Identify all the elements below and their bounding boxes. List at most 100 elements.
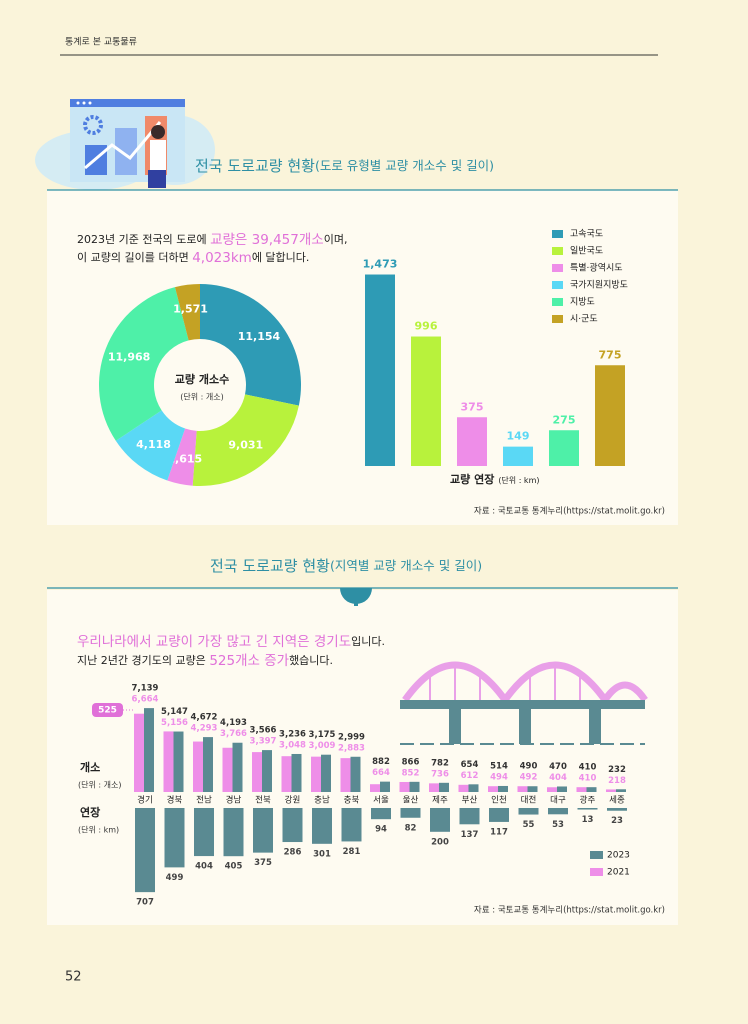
pie-slice — [115, 410, 186, 481]
bar-value-label: 137 — [461, 830, 479, 840]
bar-value-label: 2,999 — [338, 732, 365, 742]
x-tick-label: 강원 — [285, 795, 301, 806]
bar — [350, 756, 361, 792]
bar-value-label: 3,048 — [279, 740, 306, 750]
axis-title: 개소 — [80, 760, 100, 774]
pie-slice — [174, 284, 200, 341]
intro-line: 2023년 기준 전국의 도로에 교량은 39,457개소이며, — [77, 232, 347, 248]
bar — [163, 731, 174, 792]
bar-value-label: 654 — [461, 760, 479, 770]
bar — [518, 808, 539, 815]
pie-slice — [200, 284, 302, 406]
bar — [577, 808, 598, 810]
x-tick-label: 충남 — [314, 796, 330, 806]
title-sub: (지역별 교량 개소수 및 길이) — [330, 558, 482, 573]
legend-swatch — [552, 298, 563, 306]
bar-value-label: 286 — [284, 848, 302, 858]
bar-value-label: 404 — [549, 773, 567, 783]
bar-value-label: 996 — [415, 320, 438, 333]
bar-value-label: 232 — [608, 765, 626, 775]
bar — [232, 742, 243, 792]
bar-value-label: 149 — [507, 430, 530, 443]
x-tick-label: 광주 — [580, 795, 596, 806]
intro-line: 우리나라에서 교량이 가장 많고 긴 지역은 경기도입니다. — [77, 634, 385, 650]
annotation-box — [92, 703, 123, 717]
bar-value-label: 53 — [552, 820, 564, 830]
highlight-text: 4,023km — [192, 250, 252, 266]
bar — [262, 750, 272, 792]
bar — [173, 731, 184, 792]
title-sub: (도로 유형별 교량 개소수 및 길이) — [315, 158, 494, 173]
bar-value-label: 852 — [402, 768, 420, 778]
bar — [380, 781, 390, 792]
bar-value-label: 281 — [343, 847, 361, 857]
bar-value-label: 707 — [136, 898, 154, 908]
bar-value-label: 3,236 — [279, 729, 306, 739]
bar — [134, 713, 144, 792]
legend-label: 일반국도 — [570, 246, 603, 257]
bar-value-label: 4,672 — [191, 713, 218, 723]
bar-value-label: 301 — [313, 849, 331, 859]
slice-label: 11,968 — [108, 351, 150, 364]
legend-label: 시·군도 — [570, 314, 598, 325]
illustration — [35, 99, 215, 190]
x-tick-label: 경남 — [226, 795, 242, 806]
bar-value-label: 3,009 — [309, 741, 336, 751]
bar-value-label: 866 — [402, 757, 420, 767]
legend-label: 2021 — [607, 868, 630, 878]
legend-swatch — [590, 868, 603, 876]
bar — [282, 808, 303, 843]
bar — [144, 708, 154, 792]
title-main: 전국 도로교량 현황 — [210, 557, 330, 575]
intro-text: 에 달합니다. — [252, 251, 310, 264]
bar-value-label: 5,147 — [161, 707, 188, 717]
title-main: 전국 도로교량 현황 — [195, 157, 315, 175]
intro-text: 입니다. — [351, 635, 385, 648]
highlight-text: 교량은 39,457개소 — [210, 232, 324, 248]
bar-value-label: 3,766 — [220, 729, 247, 739]
source-note: 자료 : 국토교통 통계누리(https://stat.molit.go.kr) — [474, 506, 665, 517]
legend-swatch — [552, 264, 563, 272]
bar-value-label: 275 — [553, 413, 576, 426]
x-tick-label: 전남 — [196, 795, 212, 806]
pie-center-unit: (단위 : 개소) — [180, 392, 223, 402]
slice-label: 1,615 — [167, 452, 202, 465]
bar — [223, 808, 244, 857]
axis-title: 연장 — [80, 805, 100, 819]
x-tick-label: 부산 — [462, 795, 478, 806]
bar — [527, 786, 538, 792]
bar-value-label: 375 — [254, 858, 272, 868]
bar — [459, 808, 480, 825]
section-title: 전국 도로교량 현황(지역별 교량 개소수 및 길이) — [210, 557, 482, 575]
intro-text: 2023년 기준 전국의 도로에 — [77, 233, 210, 246]
intro-text: 이 교량의 길이를 더하면 — [77, 250, 192, 264]
bar-value-label: 3,566 — [250, 726, 277, 736]
bar — [439, 782, 449, 792]
bar-value-label: 782 — [431, 758, 449, 768]
bar — [311, 756, 321, 792]
bar — [595, 365, 625, 466]
pie-slice — [98, 287, 189, 441]
bar-value-label: 490 — [520, 762, 538, 772]
x-tick-label: 경기 — [137, 795, 153, 806]
bar — [365, 274, 395, 466]
bar — [411, 336, 441, 466]
bar-value-label: 375 — [461, 400, 484, 413]
bar-value-label: 23 — [611, 816, 623, 826]
highlight-text: 우리나라에서 교량이 가장 많고 긴 지역은 경기도 — [77, 634, 351, 650]
legend-swatch — [552, 230, 563, 238]
x-tick-label: 세종 — [609, 796, 625, 806]
bar-value-label: 470 — [549, 762, 567, 772]
x-tick-label: 대전 — [521, 795, 537, 806]
bar-chart-title: 교량 연장 (단위 : km) — [450, 472, 539, 486]
slice-label: 4,118 — [136, 438, 171, 451]
axis-unit: (단위 : 개소) — [78, 780, 121, 790]
bar — [468, 784, 479, 792]
bar — [489, 808, 509, 822]
bar — [457, 417, 487, 466]
bar-value-label: 494 — [490, 772, 508, 782]
bar-value-label: 218 — [608, 776, 626, 786]
x-tick-label: 경북 — [167, 795, 183, 806]
bar-value-label: 200 — [431, 837, 449, 847]
